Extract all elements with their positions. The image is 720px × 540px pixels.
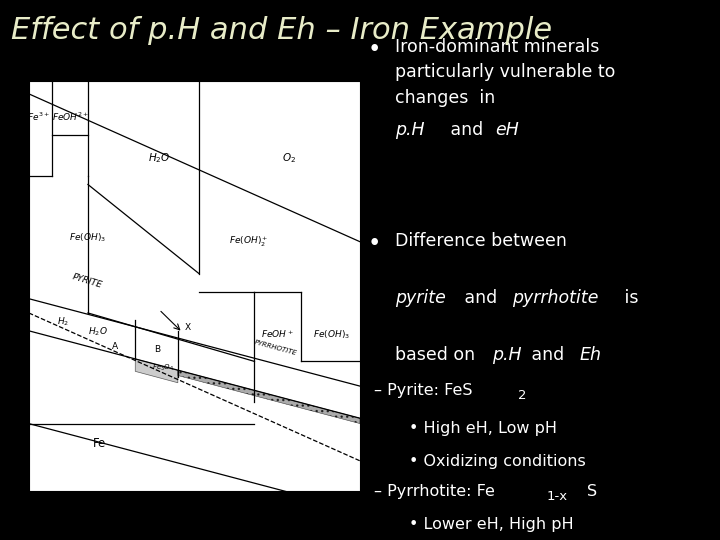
Text: A: A — [112, 342, 118, 350]
Text: 2: 2 — [518, 389, 526, 402]
Text: pyrite: pyrite — [395, 289, 446, 307]
Text: • High eH, Low pH: • High eH, Low pH — [409, 421, 557, 436]
Text: $FeOH^+$: $FeOH^+$ — [261, 328, 294, 340]
Text: •: • — [367, 38, 381, 61]
Text: – Pyrite: FeS: – Pyrite: FeS — [374, 383, 472, 399]
Text: PYRRHOTITE: PYRRHOTITE — [253, 340, 297, 357]
Text: Fe: Fe — [93, 437, 107, 450]
Text: PYRITE: PYRITE — [71, 272, 104, 290]
Polygon shape — [135, 359, 178, 383]
Text: and: and — [526, 346, 570, 363]
Polygon shape — [178, 370, 360, 423]
Text: Effect of p.H and Eh – Iron Example: Effect of p.H and Eh – Iron Example — [11, 16, 552, 45]
Text: X: X — [185, 323, 191, 332]
Text: $Fe_3O_4$: $Fe_3O_4$ — [152, 363, 174, 373]
Text: eH: eH — [495, 121, 519, 139]
Text: $O_2$: $O_2$ — [282, 151, 296, 165]
Text: S: S — [587, 484, 597, 500]
Text: $Fe(OH)_3$: $Fe(OH)_3$ — [69, 232, 107, 244]
Text: Iron-dominant minerals
particularly vulnerable to
changes  in: Iron-dominant minerals particularly vuln… — [395, 38, 615, 107]
Text: p.H: p.H — [395, 121, 425, 139]
Text: $H_2$: $H_2$ — [57, 315, 69, 328]
Text: B: B — [154, 345, 161, 354]
Text: and: and — [459, 289, 503, 307]
Text: $FeOH^{2+}$: $FeOH^{2+}$ — [52, 111, 89, 123]
Text: $Fe(OH)^+_2$: $Fe(OH)^+_2$ — [229, 234, 269, 249]
X-axis label: pH: pH — [186, 517, 203, 530]
Text: $H_2O$: $H_2O$ — [148, 151, 170, 165]
Text: and: and — [445, 121, 489, 139]
Text: $Fe^{3+}$: $Fe^{3+}$ — [27, 111, 50, 123]
Text: – Pyrrhotite: Fe: – Pyrrhotite: Fe — [374, 484, 495, 500]
Text: Eh: Eh — [580, 346, 602, 363]
Text: is: is — [619, 289, 639, 307]
Text: •: • — [367, 232, 381, 255]
Text: p.H: p.H — [492, 346, 521, 363]
Text: 1-x: 1-x — [547, 490, 568, 503]
Text: Difference between: Difference between — [395, 232, 567, 250]
Text: • Lower eH, High pH: • Lower eH, High pH — [409, 517, 573, 532]
Text: $H_2O$: $H_2O$ — [88, 326, 108, 338]
Text: $Fe(OH)_3$: $Fe(OH)_3$ — [313, 329, 350, 341]
Text: • Oxidizing conditions: • Oxidizing conditions — [409, 454, 585, 469]
Text: based on: based on — [395, 346, 480, 363]
Text: pyrrhotite: pyrrhotite — [513, 289, 599, 307]
